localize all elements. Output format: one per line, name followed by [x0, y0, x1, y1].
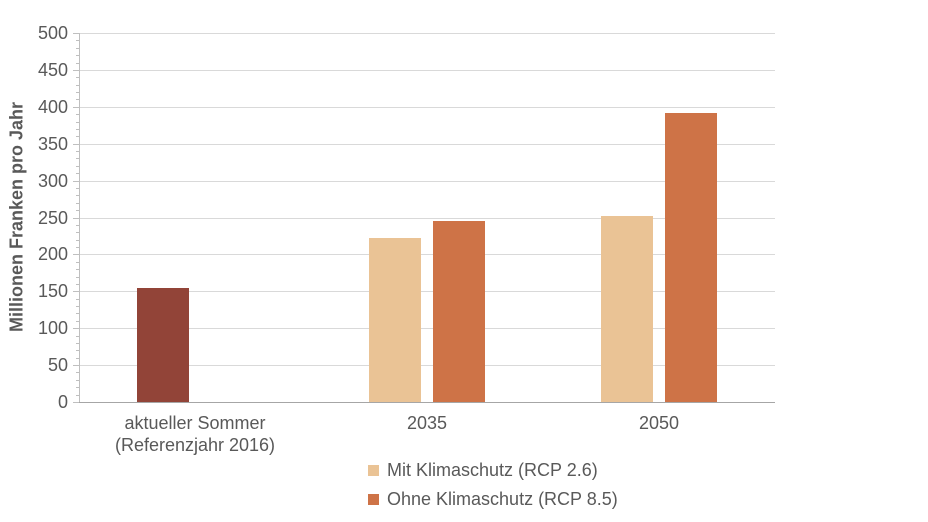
x-axis-line: [79, 402, 775, 403]
x-category-label: aktueller Sommer (Referenzjahr 2016): [114, 413, 276, 455]
legend: Mit Klimaschutz (RCP 2.6) Ohne Klimaschu…: [368, 459, 618, 510]
y-major-tick: [73, 328, 79, 329]
legend-label-mit-klimaschutz: Mit Klimaschutz (RCP 2.6): [387, 460, 598, 480]
y-major-tick: [73, 144, 79, 145]
y-minor-tick: [76, 151, 79, 152]
y-tick-label: 0: [57, 392, 68, 412]
y-minor-tick: [76, 92, 79, 93]
y-minor-tick: [76, 85, 79, 86]
y-major-tick: [73, 33, 79, 34]
legend-item-mit-klimaschutz: Mit Klimaschutz (RCP 2.6): [368, 459, 618, 481]
y-tick-label: 150: [37, 281, 68, 301]
gridline: [79, 107, 775, 108]
y-tick-label: 450: [37, 60, 68, 80]
y-minor-tick: [76, 269, 79, 270]
y-minor-tick: [76, 336, 79, 337]
y-major-tick: [73, 181, 79, 182]
y-major-tick: [73, 70, 79, 71]
y-minor-tick: [76, 122, 79, 123]
y-tick-label: 200: [37, 244, 68, 264]
y-minor-tick: [76, 232, 79, 233]
bar: [665, 113, 717, 402]
y-minor-tick: [76, 188, 79, 189]
y-axis-line: [79, 33, 80, 402]
y-major-tick: [73, 218, 79, 219]
legend-label-ohne-klimaschutz: Ohne Klimaschutz (RCP 8.5): [387, 489, 618, 509]
y-minor-tick: [76, 40, 79, 41]
y-minor-tick: [76, 225, 79, 226]
y-tick-label: 350: [37, 134, 68, 154]
y-minor-tick: [76, 277, 79, 278]
y-minor-tick: [76, 240, 79, 241]
gridline: [79, 291, 775, 292]
legend-swatch-ohne-klimaschutz-icon: [368, 493, 379, 505]
y-tick-label: 50: [47, 355, 68, 375]
gridline: [79, 33, 775, 34]
y-minor-tick: [76, 380, 79, 381]
y-tick-label: 100: [37, 318, 68, 338]
y-tick-label: 500: [37, 23, 68, 43]
y-minor-tick: [76, 173, 79, 174]
y-major-tick: [73, 107, 79, 108]
y-minor-tick: [76, 99, 79, 100]
y-minor-tick: [76, 343, 79, 344]
x-category-label: 2035: [406, 413, 448, 433]
legend-swatch-mit-klimaschutz-icon: [368, 464, 379, 476]
y-minor-tick: [76, 306, 79, 307]
y-major-tick: [73, 254, 79, 255]
y-minor-tick: [76, 158, 79, 159]
bar: [137, 288, 189, 402]
y-minor-tick: [76, 195, 79, 196]
y-minor-tick: [76, 358, 79, 359]
y-minor-tick: [76, 129, 79, 130]
gridline: [79, 328, 775, 329]
gridline: [79, 365, 775, 366]
y-major-tick: [73, 402, 79, 403]
y-minor-tick: [76, 262, 79, 263]
y-minor-tick: [76, 166, 79, 167]
gridline: [79, 181, 775, 182]
y-tick-label: 250: [37, 208, 68, 228]
y-minor-tick: [76, 77, 79, 78]
y-tick-label: 400: [37, 97, 68, 117]
gridline: [79, 70, 775, 71]
gridline: [79, 218, 775, 219]
bar: [433, 221, 485, 402]
gridline: [79, 144, 775, 145]
y-minor-tick: [76, 313, 79, 314]
y-tick-label: 300: [37, 171, 68, 191]
y-major-tick: [73, 291, 79, 292]
bar: [369, 238, 421, 402]
y-minor-tick: [76, 372, 79, 373]
y-minor-tick: [76, 284, 79, 285]
y-minor-tick: [76, 203, 79, 204]
y-minor-tick: [76, 350, 79, 351]
bar: [601, 216, 653, 402]
y-minor-tick: [76, 387, 79, 388]
y-minor-tick: [76, 63, 79, 64]
y-major-tick: [73, 365, 79, 366]
y-minor-tick: [76, 55, 79, 56]
y-minor-tick: [76, 48, 79, 49]
y-minor-tick: [76, 247, 79, 248]
y-minor-tick: [76, 136, 79, 137]
y-minor-tick: [76, 395, 79, 396]
gridline: [79, 254, 775, 255]
x-category-label: 2050: [638, 413, 680, 433]
y-minor-tick: [76, 114, 79, 115]
legend-item-ohne-klimaschutz: Ohne Klimaschutz (RCP 8.5): [368, 488, 618, 510]
y-minor-tick: [76, 321, 79, 322]
y-minor-tick: [76, 299, 79, 300]
y-minor-tick: [76, 210, 79, 211]
